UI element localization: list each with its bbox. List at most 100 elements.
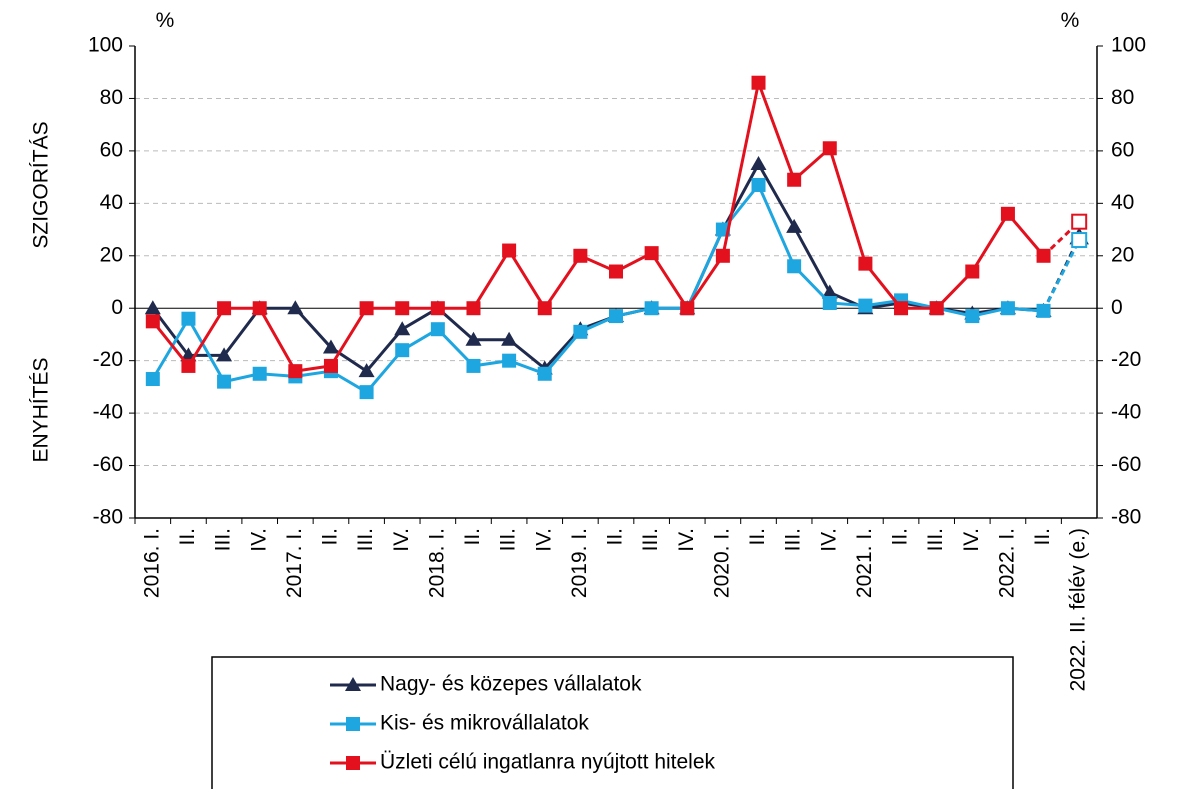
x-tick-label: 2020. I. — [710, 528, 733, 598]
point — [644, 301, 659, 316]
x-tick-label: 2022. II. félév (e.) — [1067, 528, 1090, 691]
point — [609, 309, 623, 324]
point — [787, 259, 802, 274]
legend-label: Nagy- és közepes vállalatok — [380, 673, 642, 696]
point — [359, 385, 374, 400]
x-tick-label: 2017. I. — [283, 528, 306, 598]
point — [537, 366, 552, 381]
y-tick-label: -40 — [93, 401, 123, 424]
y2-tick-label: -20 — [1111, 348, 1141, 371]
point — [1000, 301, 1015, 316]
point — [145, 372, 160, 387]
point — [573, 324, 588, 339]
x-tick-label: III. — [497, 528, 520, 551]
y-tick-label: 20 — [100, 243, 123, 266]
point — [501, 331, 518, 346]
point — [322, 339, 339, 354]
series-line — [151, 77, 1045, 373]
point — [287, 300, 304, 315]
x-tick-label: II. — [889, 528, 912, 546]
point — [323, 358, 338, 373]
y-unit-right: % — [1061, 9, 1080, 32]
y2-tick-label: 80 — [1111, 86, 1134, 109]
point — [430, 322, 445, 337]
y-tick-label: 80 — [100, 86, 123, 109]
x-tick-label: 2016. I. — [140, 528, 163, 598]
y2-tick-label: -60 — [1111, 453, 1141, 476]
point — [465, 331, 482, 346]
point — [181, 358, 196, 373]
point — [144, 300, 161, 315]
x-tick-label: 2018. I. — [425, 528, 448, 598]
point — [929, 301, 944, 316]
y-tick-label: -60 — [93, 453, 123, 476]
point — [252, 301, 267, 316]
x-tick-label: IV. — [532, 528, 555, 552]
x-tick-label: III. — [354, 528, 377, 551]
x-tick-label: IV. — [960, 528, 983, 552]
x-tick-label: 2021. I. — [853, 528, 876, 598]
point — [1071, 213, 1088, 230]
point — [786, 218, 803, 233]
x-tick-label: III. — [212, 528, 235, 551]
point — [394, 321, 411, 336]
y2-tick-label: 100 — [1111, 34, 1146, 57]
point — [644, 246, 659, 261]
point — [821, 284, 838, 299]
point — [1071, 232, 1088, 249]
point — [750, 156, 767, 170]
x-tick-label: III. — [639, 528, 662, 551]
point — [858, 256, 873, 271]
y2-tick-label: 60 — [1111, 138, 1134, 161]
x-tick-label: IV. — [817, 528, 840, 552]
y2-tick-label: -40 — [1111, 401, 1141, 424]
legend-marker — [345, 677, 361, 691]
y-label-bottom: ENYHÍTÉS — [30, 357, 53, 462]
point — [715, 248, 730, 263]
point — [430, 301, 445, 316]
y2-tick-label: 40 — [1111, 191, 1134, 214]
point — [822, 295, 837, 310]
x-tick-label: II. — [176, 528, 199, 546]
legend-label: Kis- és mikrovállalatok — [380, 712, 589, 735]
y2-tick-label: 0 — [1111, 296, 1123, 319]
y-tick-label: 0 — [111, 296, 123, 319]
y-unit-left: % — [156, 9, 175, 32]
point — [537, 301, 552, 316]
x-tick-label: II. — [1031, 528, 1054, 546]
legend-marker — [346, 756, 360, 770]
point — [502, 353, 517, 368]
point — [965, 309, 980, 324]
point — [466, 358, 481, 373]
point — [502, 243, 517, 258]
y-tick-label: 60 — [100, 138, 123, 161]
point — [217, 301, 232, 316]
legend-label: Üzleti célú ingatlanra nyújtott hitelek — [380, 751, 716, 774]
point — [822, 141, 837, 156]
y-tick-label: 100 — [88, 34, 123, 57]
y-label-top: SZIGORÍTÁS — [30, 121, 53, 248]
x-tick-label: 2022. I. — [995, 528, 1018, 598]
y-tick-label: -80 — [93, 506, 123, 529]
y-tick-label: -20 — [93, 348, 123, 371]
x-tick-label: II. — [461, 528, 484, 546]
series-projection — [1042, 239, 1081, 312]
point — [894, 301, 909, 316]
legend-marker — [346, 717, 360, 731]
point — [609, 264, 623, 279]
point — [1036, 248, 1051, 263]
point — [1000, 206, 1015, 221]
x-tick-label: III. — [924, 528, 947, 551]
x-tick-label: IV. — [247, 528, 270, 552]
point — [751, 177, 766, 192]
point — [858, 298, 873, 313]
point — [288, 364, 303, 379]
point — [1036, 303, 1051, 318]
point — [358, 363, 375, 378]
point — [145, 314, 160, 329]
point — [466, 301, 481, 316]
x-tick-label: II. — [604, 528, 627, 546]
x-tick-label: IV. — [675, 528, 698, 552]
y2-tick-label: 20 — [1111, 243, 1134, 266]
